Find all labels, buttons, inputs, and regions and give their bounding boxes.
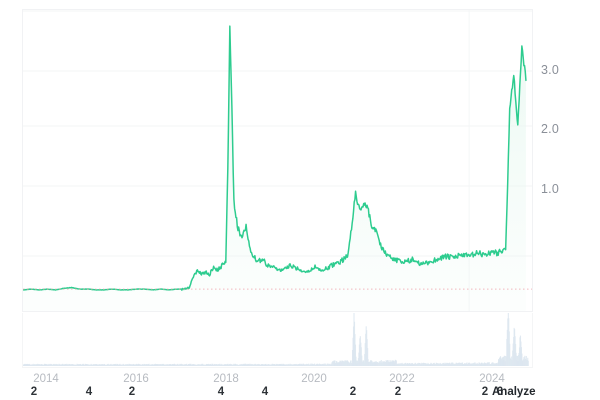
x-axis-year-label: 2022	[389, 373, 415, 385]
price-plot-area[interactable]	[22, 9, 533, 312]
x-axis-sub-label: 6	[496, 386, 504, 398]
x-axis-sub-label: 4	[261, 386, 269, 398]
x-axis-sub-label: 2	[394, 386, 402, 398]
volume-plot-area[interactable]	[22, 313, 533, 368]
x-axis-sub-label: 2	[128, 386, 136, 398]
x-axis-year-label: 2018	[213, 373, 239, 385]
x-axis-year-label: 2014	[33, 373, 59, 385]
x-axis-sub-label: 2	[30, 386, 38, 398]
y-axis-tick-label: 2.0	[541, 122, 559, 136]
x-axis-sub-label: 4	[85, 386, 93, 398]
x-axis-sub-label: 2	[481, 386, 489, 398]
analyze-button[interactable]: Analyze	[492, 386, 536, 398]
x-axis-year-label: 2020	[301, 373, 327, 385]
x-axis: 2014 2016 2018 2020 2022 2024 2 4 2 4 4 …	[0, 368, 600, 400]
y-axis-tick-label: 3.0	[541, 63, 559, 77]
price-line-chart	[23, 10, 532, 311]
volume-bar-chart	[23, 313, 529, 366]
x-axis-sub-label: 2	[349, 386, 357, 398]
x-axis-year-label: 2016	[123, 373, 149, 385]
y-axis: 3.0 2.0 1.0	[533, 0, 600, 400]
x-axis-year-label: 2024	[479, 373, 505, 385]
x-axis-sub-label: 4	[217, 386, 225, 398]
y-axis-tick-label: 1.0	[541, 182, 559, 196]
